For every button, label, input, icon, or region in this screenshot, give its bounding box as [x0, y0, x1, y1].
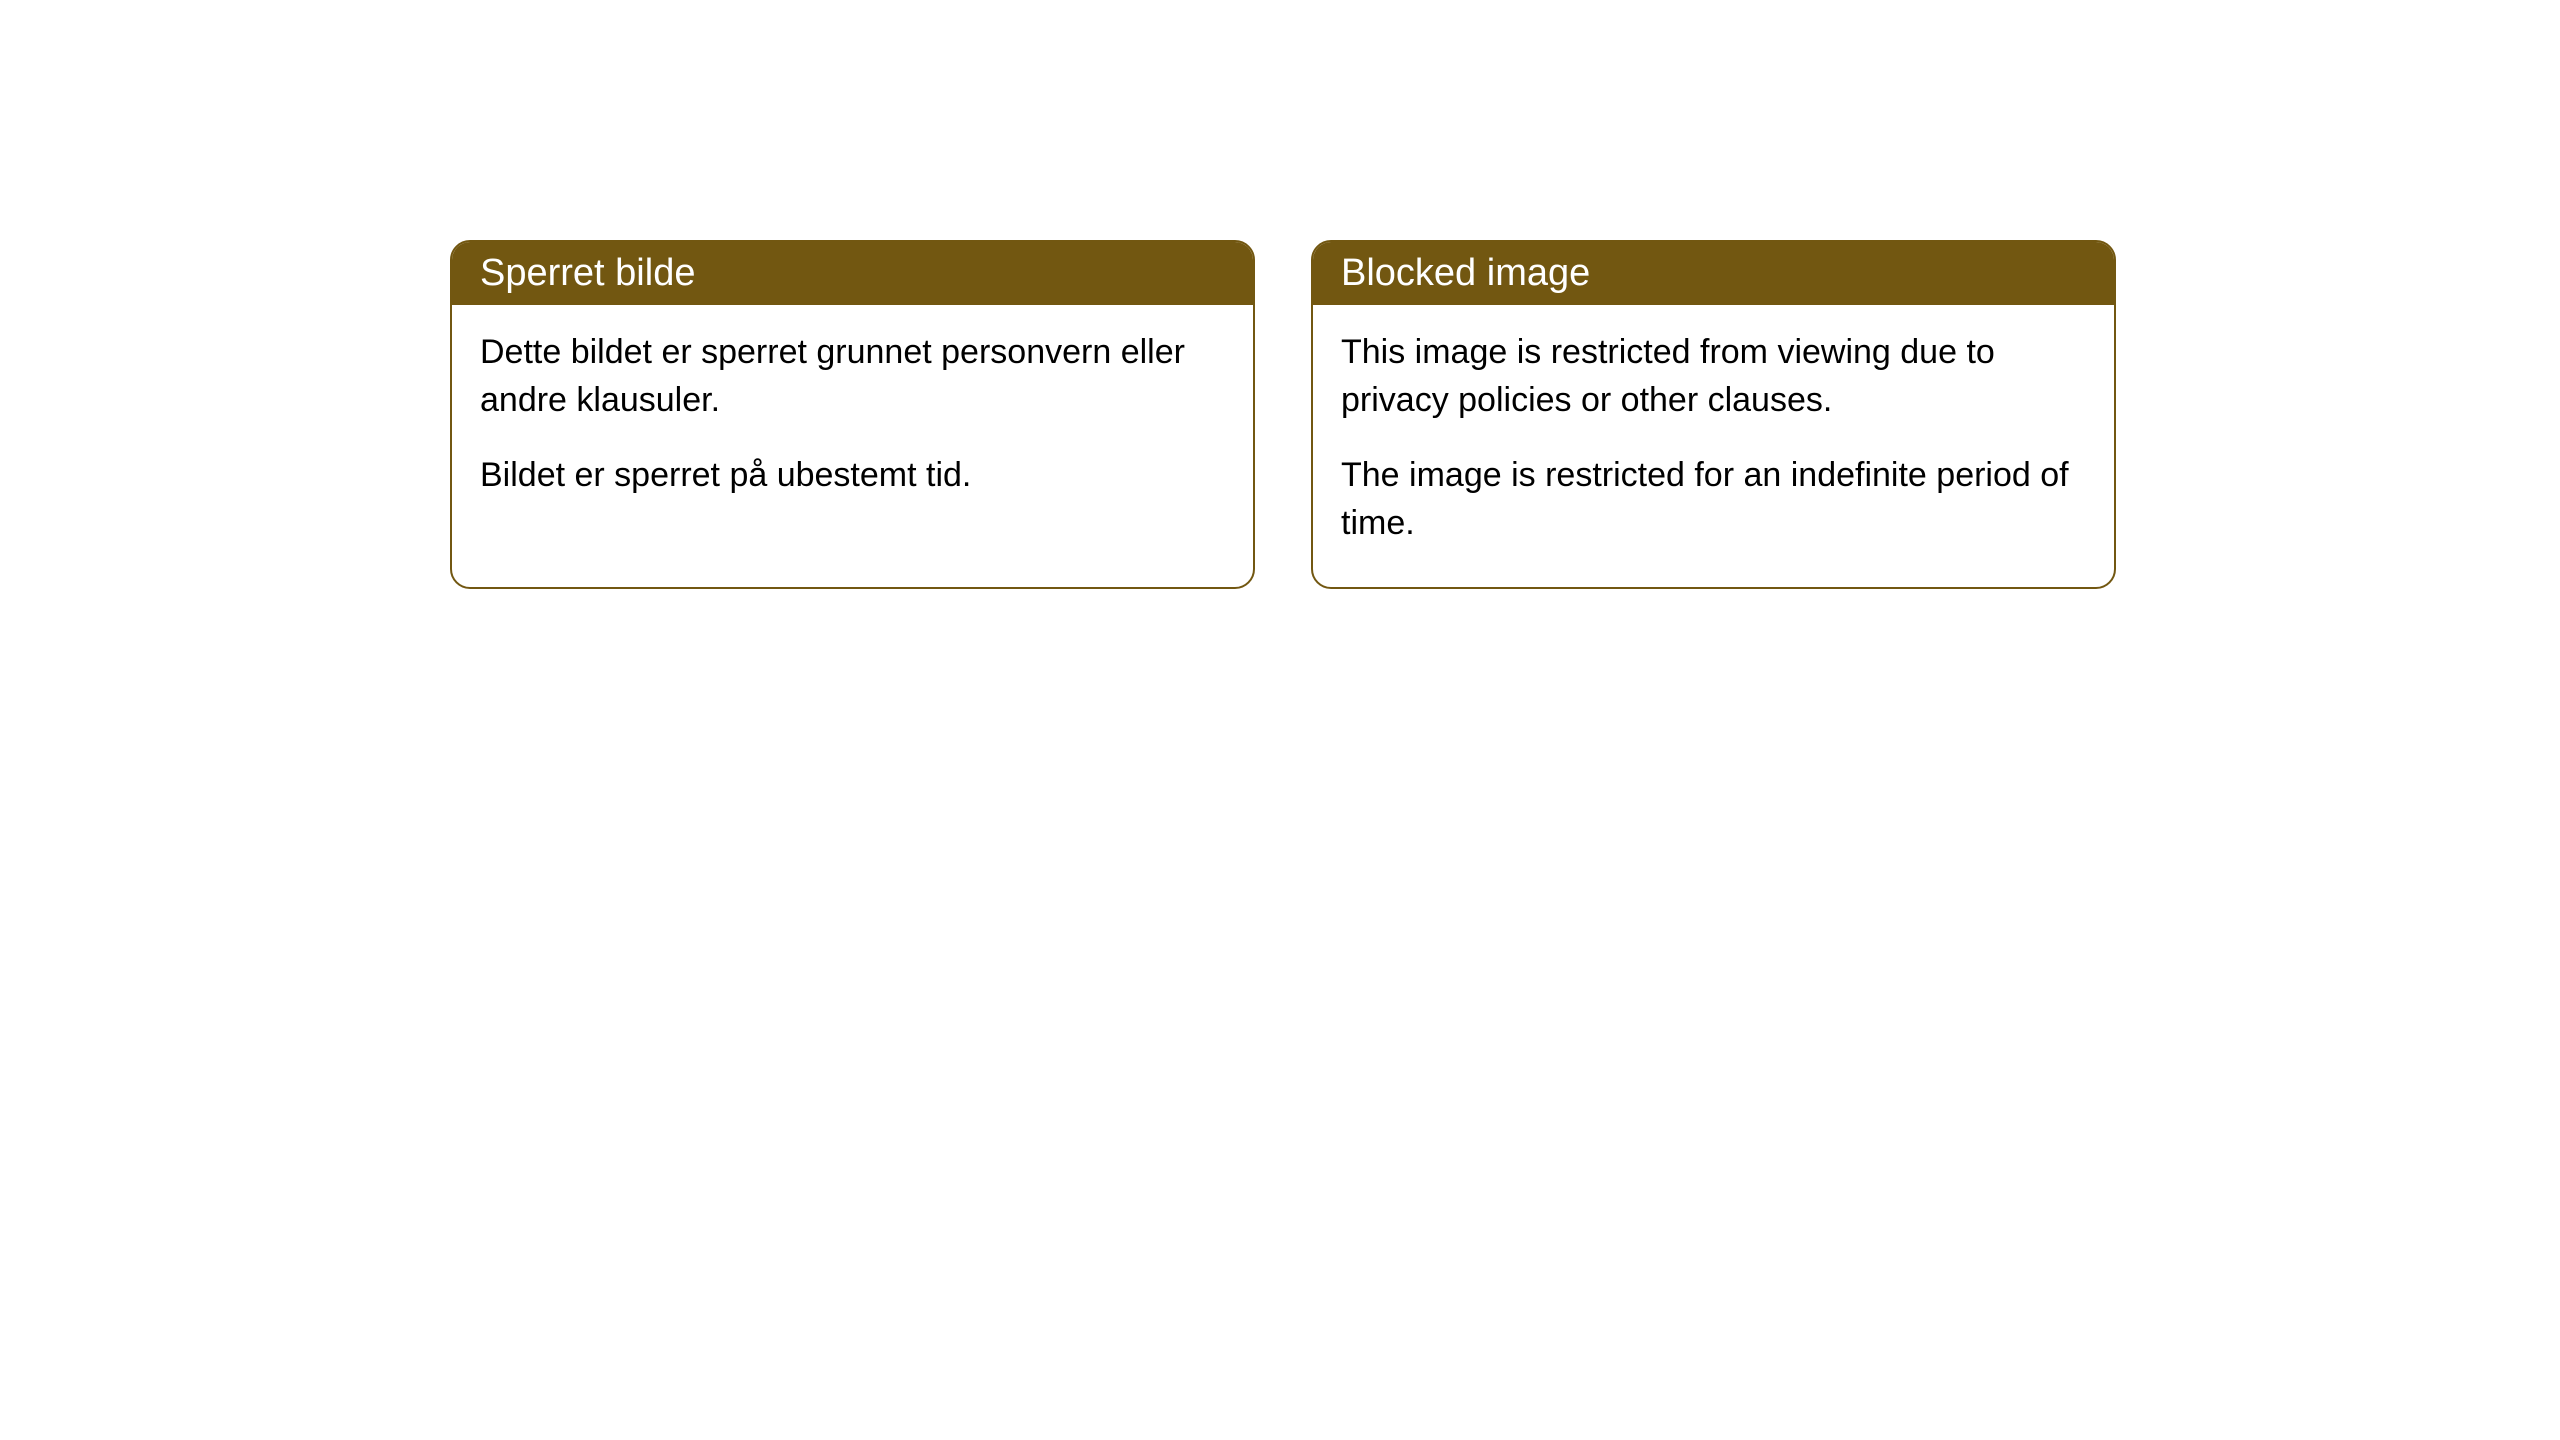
blocked-image-card-english: Blocked image This image is restricted f…	[1311, 240, 2116, 589]
card-header: Blocked image	[1313, 242, 2114, 305]
card-paragraph: Dette bildet er sperret grunnet personve…	[480, 329, 1225, 424]
card-body: Dette bildet er sperret grunnet personve…	[452, 305, 1253, 540]
card-header: Sperret bilde	[452, 242, 1253, 305]
notice-cards-container: Sperret bilde Dette bildet er sperret gr…	[0, 0, 2560, 589]
card-paragraph: Bildet er sperret på ubestemt tid.	[480, 452, 1225, 500]
card-paragraph: The image is restricted for an indefinit…	[1341, 452, 2086, 547]
blocked-image-card-norwegian: Sperret bilde Dette bildet er sperret gr…	[450, 240, 1255, 589]
card-title: Blocked image	[1341, 252, 1590, 294]
card-body: This image is restricted from viewing du…	[1313, 305, 2114, 587]
card-title: Sperret bilde	[480, 252, 695, 294]
card-paragraph: This image is restricted from viewing du…	[1341, 329, 2086, 424]
